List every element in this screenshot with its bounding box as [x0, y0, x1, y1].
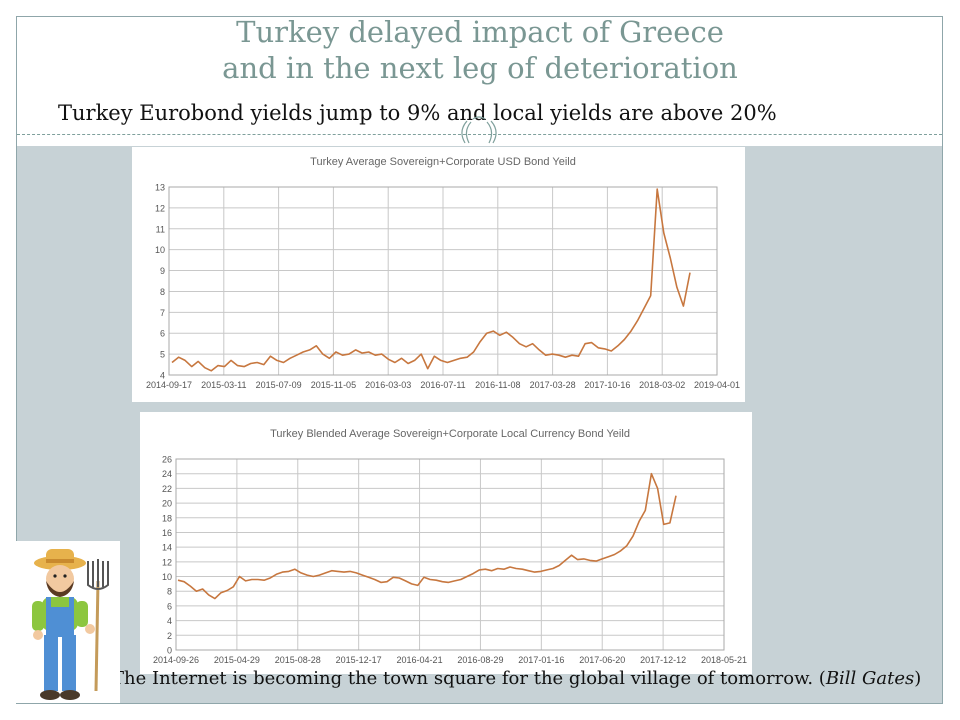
- x-tick-label: 2018-03-02: [639, 380, 685, 390]
- usd-yield-chart: Turkey Average Sovereign+Corporate USD B…: [146, 156, 740, 390]
- x-tick-label: 2015-03-11: [201, 380, 246, 390]
- x-tick-label: 2016-03-03: [365, 380, 411, 390]
- title-line-2: and in the next leg of deterioration: [222, 51, 738, 85]
- local-yield-chart: Turkey Blended Average Sovereign+Corpora…: [153, 428, 747, 665]
- y-tick-label: 8: [167, 587, 172, 597]
- x-tick-label: 2015-08-28: [275, 655, 321, 665]
- y-tick-label: 5: [160, 350, 165, 360]
- usd-yield-chart-card: Turkey Average Sovereign+Corporate USD B…: [132, 147, 745, 402]
- title-divider: [17, 134, 942, 135]
- y-tick-label: 4: [160, 371, 165, 381]
- y-tick-label: 6: [160, 329, 165, 339]
- series-line: [177, 472, 677, 600]
- y-tick-label: 6: [167, 601, 172, 611]
- x-tick-label: 2015-11-05: [311, 380, 356, 390]
- x-tick-label: 2015-04-29: [214, 655, 260, 665]
- chart-title: Turkey Blended Average Sovereign+Corpora…: [270, 428, 630, 440]
- slide-subtitle: Turkey Eurobond yields jump to 9% and lo…: [58, 101, 777, 125]
- footer-quote: The Internet is becoming the town square…: [112, 668, 921, 689]
- x-tick-label: 2019-04-01: [694, 380, 740, 390]
- chart-title: Turkey Average Sovereign+Corporate USD B…: [310, 156, 576, 168]
- x-tick-label: 2016-04-21: [397, 655, 443, 665]
- y-tick-label: 20: [162, 499, 172, 509]
- quote-text: The Internet is becoming the town square…: [112, 668, 826, 689]
- x-tick-label: 2018-05-21: [701, 655, 747, 665]
- y-tick-label: 22: [162, 484, 172, 494]
- x-tick-label: 2017-10-16: [584, 380, 630, 390]
- local-yield-chart-card: Turkey Blended Average Sovereign+Corpora…: [140, 412, 752, 674]
- y-tick-label: 10: [162, 572, 172, 582]
- farmer-with-pitchfork-icon: [16, 541, 120, 703]
- x-tick-label: 2014-09-17: [146, 380, 192, 390]
- y-tick-label: 18: [162, 513, 172, 523]
- x-tick-label: 2017-12-12: [640, 655, 686, 665]
- series-line: [171, 188, 691, 372]
- x-tick-label: 2016-11-08: [475, 380, 520, 390]
- x-tick-label: 2015-07-09: [256, 380, 302, 390]
- y-tick-label: 2: [167, 631, 172, 641]
- y-tick-label: 14: [162, 543, 172, 553]
- divider-ornament-icon: [461, 116, 497, 144]
- y-tick-label: 12: [155, 203, 165, 213]
- y-tick-label: 9: [160, 266, 165, 276]
- quote-author: Bill Gates: [825, 668, 915, 689]
- y-tick-label: 7: [160, 308, 165, 318]
- plot-area: [168, 186, 718, 376]
- y-tick-label: 26: [162, 455, 172, 465]
- x-tick-label: 2014-09-26: [153, 655, 199, 665]
- y-tick-label: 4: [167, 616, 172, 626]
- y-tick-label: 10: [155, 245, 165, 255]
- y-tick-label: 0: [167, 646, 172, 656]
- y-tick-label: 24: [162, 469, 172, 479]
- y-tick-label: 16: [162, 528, 172, 538]
- y-tick-label: 12: [162, 557, 172, 567]
- x-tick-label: 2016-08-29: [457, 655, 503, 665]
- x-tick-label: 2015-12-17: [336, 655, 382, 665]
- x-tick-label: 2016-07-11: [420, 380, 465, 390]
- y-tick-label: 11: [156, 224, 165, 234]
- y-tick-label: 13: [155, 183, 165, 193]
- slide-title: Turkey delayed impact of Greece and in t…: [0, 14, 960, 86]
- plot-area: [175, 458, 725, 651]
- x-tick-label: 2017-06-20: [579, 655, 625, 665]
- x-tick-label: 2017-01-16: [518, 655, 564, 665]
- footer-band: [112, 670, 942, 703]
- quote-close: ): [914, 668, 922, 689]
- y-tick-label: 8: [160, 287, 165, 297]
- title-line-1: Turkey delayed impact of Greece: [236, 15, 724, 49]
- x-tick-label: 2017-03-28: [530, 380, 576, 390]
